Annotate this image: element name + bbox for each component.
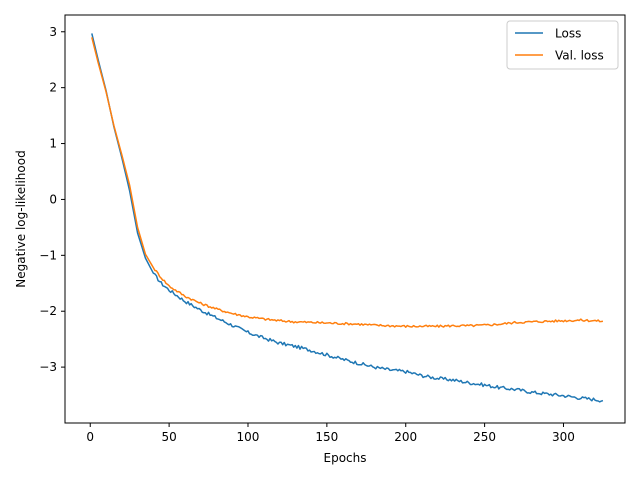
plot-lines	[91, 33, 604, 403]
y-tick-label: −2	[39, 304, 57, 318]
legend-label-loss: Loss	[555, 27, 581, 41]
x-tick-label: 150	[315, 430, 338, 444]
x-tick-label: 200	[394, 430, 417, 444]
legend: Loss Val. loss	[506, 20, 619, 70]
series-line-val-loss	[91, 37, 604, 328]
x-tick-label: 50	[161, 430, 176, 444]
y-tick-label: −1	[39, 248, 57, 262]
y-tick-label: 0	[49, 192, 57, 206]
y-tick-label: 2	[49, 81, 57, 95]
x-axis-label: Epochs	[324, 451, 367, 465]
y-tick-label: 3	[49, 25, 57, 39]
x-tick-label: 0	[86, 430, 94, 444]
y-axis-label: Negative log-likelihood	[14, 150, 28, 287]
x-tick-label: 100	[237, 430, 260, 444]
legend-label-val-loss: Val. loss	[555, 49, 604, 63]
x-axis-ticks: 0 50 100 150 200 250 300	[86, 423, 575, 444]
plot-frame	[64, 14, 626, 424]
y-tick-label: −3	[39, 360, 57, 374]
x-tick-label: 300	[552, 430, 575, 444]
series-line-loss	[91, 33, 604, 403]
x-tick-label: 250	[473, 430, 496, 444]
y-tick-label: 1	[49, 137, 57, 151]
y-axis-ticks: −3 −2 −1 0 1 2 3	[39, 25, 65, 374]
